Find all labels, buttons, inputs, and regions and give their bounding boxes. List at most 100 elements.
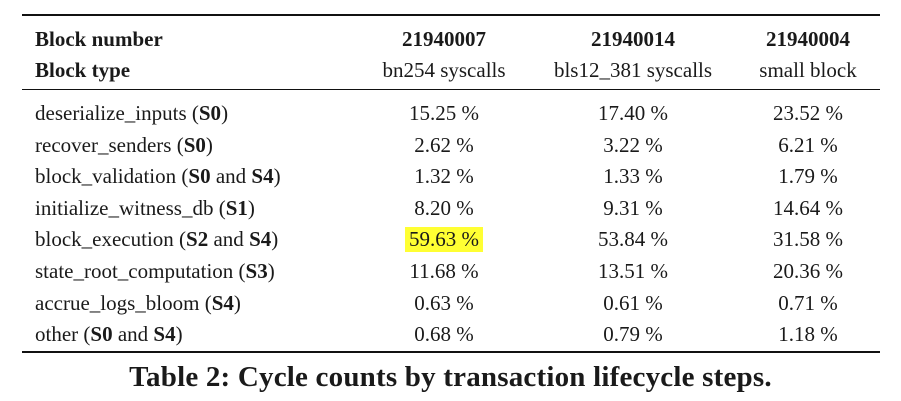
value-cell: 14.64 % (741, 193, 875, 224)
row-label: other (S0 and S4) (35, 322, 183, 347)
value-text: 0.68 % (414, 322, 474, 347)
row-label: deserialize_inputs (S0) (35, 101, 229, 125)
value-text: 3.22 % (603, 132, 663, 157)
value-text: 0.71 % (778, 290, 838, 315)
step-name: state_root_computation (35, 259, 234, 283)
table-caption: Table 2: Cycle counts by transaction lif… (129, 361, 772, 393)
step-name: deserialize_inputs (35, 101, 187, 125)
value-cell: 9.31 % (535, 193, 731, 224)
value-text: 23.52 % (773, 101, 843, 125)
value-cell: 8.20 % (359, 193, 529, 224)
header-col-1-type: bn254 syscalls (382, 58, 506, 82)
stage-tag: S0 (183, 132, 206, 157)
header-label-block-type: Block type (35, 58, 131, 82)
value-cell: 2.62 % (359, 130, 529, 161)
value-text: 17.40 % (598, 101, 668, 125)
value-text: 1.32 % (414, 164, 474, 189)
value-text: 1.33 % (603, 164, 663, 189)
row-label: block_validation (S0 and S4) (35, 164, 281, 189)
stage-tag: S0 (90, 322, 113, 347)
table-row: accrue_logs_bloom (S4) 0.63 % 0.61 % 0.71 % (0, 288, 901, 319)
value-cell: 0.79 % (535, 319, 731, 350)
value-cell: 13.51 % (535, 256, 731, 287)
value-cell: 11.68 % (359, 256, 529, 287)
value-text: 8.20 % (414, 195, 474, 220)
value-text: 0.63 % (414, 290, 474, 315)
value-cell: 1.18 % (741, 319, 875, 350)
stage-joiner: and (213, 227, 244, 252)
header-rule (22, 89, 880, 90)
value-text: 0.61 % (603, 290, 663, 315)
value-cell: 0.63 % (359, 288, 529, 319)
value-cell: 0.61 % (535, 288, 731, 319)
value-cell: 31.58 % (741, 224, 875, 255)
table-row: state_root_computation (S3) 11.68 % 13.51 … (0, 256, 901, 287)
value-cell: 20.36 % (741, 256, 875, 287)
step-name: accrue_logs_bloom (35, 290, 200, 315)
stage-tag: S4 (249, 227, 272, 252)
step-name: block_validation (35, 164, 177, 189)
stage-tag: S4 (251, 164, 274, 189)
value-cell: 0.68 % (359, 319, 529, 350)
value-cell: 0.71 % (741, 288, 875, 319)
table-row: block_execution (S2 and S4) 59.63 % 53.84 … (0, 224, 901, 255)
header-col-2-number: 21940014 (591, 27, 675, 51)
value-text: 15.25 % (409, 101, 479, 125)
header-col-3-number: 21940004 (766, 27, 850, 51)
top-rule (22, 14, 880, 16)
table-row: initialize_witness_db (S1) 8.20 % 9.31 % 14… (0, 193, 901, 224)
header-col-2-type: bls12_381 syscalls (553, 58, 713, 82)
table-row: block_validation (S0 and S4) 1.32 % 1.33 %… (0, 161, 901, 192)
row-label: state_root_computation (S3) (35, 259, 275, 283)
value-text: 1.79 % (778, 164, 838, 189)
stage-tag: S4 (153, 322, 176, 347)
value-cell: 59.63 % (359, 224, 529, 255)
step-name: initialize_witness_db (35, 195, 214, 220)
value-cell: 17.40 % (535, 98, 731, 129)
value-text: 11.68 % (409, 259, 479, 283)
value-text: 2.62 % (414, 132, 474, 157)
stage-tag: S3 (245, 259, 268, 283)
stage-tag: S2 (186, 227, 209, 252)
header-row-block-type: Block type bn254 syscalls bls12_381 sysc… (0, 55, 901, 86)
value-cell: 6.21 % (741, 130, 875, 161)
highlighted-value: 59.63 % (405, 227, 483, 253)
row-label: block_execution (S2 and S4) (35, 227, 279, 252)
value-text: 9.31 % (603, 195, 663, 220)
table-row: recover_senders (S0) 2.62 % 3.22 % 6.21 % (0, 130, 901, 161)
row-label: recover_senders (S0) (35, 132, 213, 157)
stage-joiner: and (215, 164, 247, 189)
stage-tag: S0 (198, 101, 222, 125)
bottom-rule (22, 351, 880, 353)
header-row-block-number: Block number 21940007 21940014 21940004 (0, 24, 901, 55)
value-text: 20.36 % (773, 259, 843, 283)
value-text: 31.58 % (773, 227, 843, 252)
row-label: accrue_logs_bloom (S4) (35, 290, 241, 315)
stage-tag: S0 (188, 164, 211, 189)
value-cell: 1.33 % (535, 161, 731, 192)
stage-tag: S4 (211, 290, 234, 315)
stage-joiner: and (117, 322, 149, 347)
step-name: other (35, 322, 79, 347)
value-cell: 1.32 % (359, 161, 529, 192)
table-row: deserialize_inputs (S0) 15.25 % 17.40 % 23.… (0, 98, 901, 129)
value-text: 13.51 % (598, 259, 668, 283)
value-cell: 53.84 % (535, 224, 731, 255)
value-text: 53.84 % (598, 227, 668, 252)
value-text: 1.18 % (778, 322, 838, 347)
value-cell: 15.25 % (359, 98, 529, 129)
value-text: 0.79 % (603, 322, 663, 347)
table-row: other (S0 and S4) 0.68 % 0.79 % 1.18 % (0, 319, 901, 350)
value-cell: 23.52 % (741, 98, 875, 129)
value-cell: 3.22 % (535, 130, 731, 161)
row-label: initialize_witness_db (S1) (35, 195, 255, 220)
header-col-1-number: 21940007 (402, 27, 486, 51)
value-cell: 1.79 % (741, 161, 875, 192)
header-label-block-number: Block number (35, 27, 163, 51)
value-text: 6.21 % (778, 132, 838, 157)
stage-tag: S1 (225, 195, 248, 220)
step-name: recover_senders (35, 132, 172, 157)
header-col-3-type: small block (759, 58, 857, 82)
step-name: block_execution (35, 227, 174, 252)
value-text: 14.64 % (773, 195, 843, 220)
